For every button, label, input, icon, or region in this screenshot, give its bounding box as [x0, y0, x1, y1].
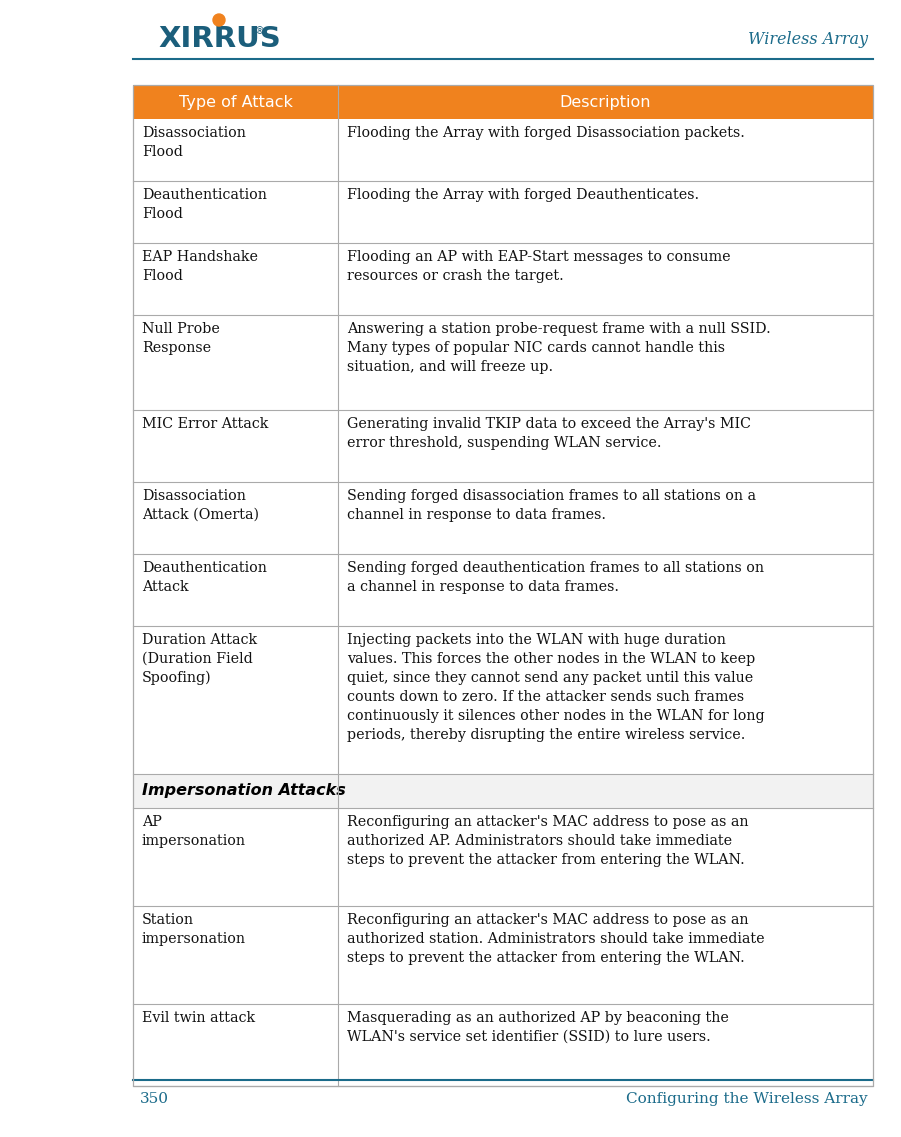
Text: Reconfiguring an attacker's MAC address to pose as an
authorized station. Admini: Reconfiguring an attacker's MAC address … [347, 913, 765, 965]
Bar [133, 1004, 873, 1086]
Text: Sending forged deauthentication frames to all stations on
a channel in response : Sending forged deauthentication frames t… [347, 561, 764, 594]
Text: Configuring the Wireless Array: Configuring the Wireless Array [626, 1092, 868, 1106]
Text: Deauthentication
Attack: Deauthentication Attack [142, 561, 267, 594]
Bar [133, 808, 873, 906]
Bar [133, 243, 873, 315]
Text: 350: 350 [140, 1092, 169, 1106]
Bar [133, 554, 873, 626]
Text: Type of Attack: Type of Attack [178, 94, 293, 109]
Text: Wireless Array: Wireless Array [748, 31, 868, 48]
Text: Sending forged disassociation frames to all stations on a
channel in response to: Sending forged disassociation frames to … [347, 489, 756, 522]
Text: Duration Attack
(Duration Field
Spoofing): Duration Attack (Duration Field Spoofing… [142, 633, 257, 686]
Bar [133, 181, 873, 243]
Text: Disassociation
Attack (Omerta): Disassociation Attack (Omerta) [142, 489, 259, 522]
Text: Evil twin attack: Evil twin attack [142, 1011, 255, 1024]
Text: AP
impersonation: AP impersonation [142, 815, 246, 848]
Text: ®: ® [255, 26, 265, 36]
Text: Injecting packets into the WLAN with huge duration
values. This forces the other: Injecting packets into the WLAN with hug… [347, 633, 765, 741]
Bar [133, 774, 873, 808]
Bar [133, 119, 873, 181]
Text: Generating invalid TKIP data to exceed the Array's MIC
error threshold, suspendi: Generating invalid TKIP data to exceed t… [347, 417, 751, 450]
Text: Flooding the Array with forged Deauthenticates.: Flooding the Array with forged Deauthent… [347, 188, 699, 202]
Bar [133, 85, 873, 1086]
Text: Masquerading as an authorized AP by beaconing the
WLAN's service set identifier : Masquerading as an authorized AP by beac… [347, 1011, 729, 1044]
Text: Reconfiguring an attacker's MAC address to pose as an
authorized AP. Administrat: Reconfiguring an attacker's MAC address … [347, 815, 749, 866]
Text: Answering a station probe-request frame with a null SSID.
Many types of popular : Answering a station probe-request frame … [347, 322, 770, 374]
Bar [133, 315, 873, 410]
Text: MIC Error Attack: MIC Error Attack [142, 417, 268, 431]
Bar [133, 410, 873, 482]
Text: Impersonation Attacks: Impersonation Attacks [142, 783, 346, 798]
Text: Description: Description [560, 94, 651, 109]
Bar [133, 482, 873, 554]
Bar [133, 906, 873, 1004]
Text: Deauthentication
Flood: Deauthentication Flood [142, 188, 267, 221]
Text: Flooding an AP with EAP-Start messages to consume
resources or crash the target.: Flooding an AP with EAP-Start messages t… [347, 250, 731, 283]
Text: EAP Handshake
Flood: EAP Handshake Flood [142, 250, 258, 283]
Text: Null Probe
Response: Null Probe Response [142, 322, 220, 355]
Bar [133, 626, 873, 774]
Text: Disassociation
Flood: Disassociation Flood [142, 126, 246, 159]
Circle shape [213, 14, 225, 26]
Bar [133, 85, 873, 119]
Text: Flooding the Array with forged Disassociation packets.: Flooding the Array with forged Disassoci… [347, 126, 745, 140]
Text: Station
impersonation: Station impersonation [142, 913, 246, 946]
Text: XIRRUS: XIRRUS [158, 25, 281, 53]
